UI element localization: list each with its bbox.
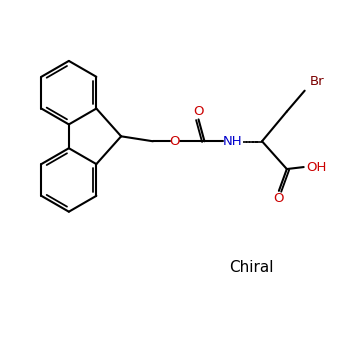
Text: OH: OH xyxy=(306,161,327,174)
Text: Br: Br xyxy=(309,75,324,88)
Text: O: O xyxy=(274,192,284,205)
Text: Chiral: Chiral xyxy=(229,260,274,275)
Text: O: O xyxy=(193,105,204,118)
Text: NH: NH xyxy=(223,135,242,148)
Text: O: O xyxy=(169,135,180,148)
